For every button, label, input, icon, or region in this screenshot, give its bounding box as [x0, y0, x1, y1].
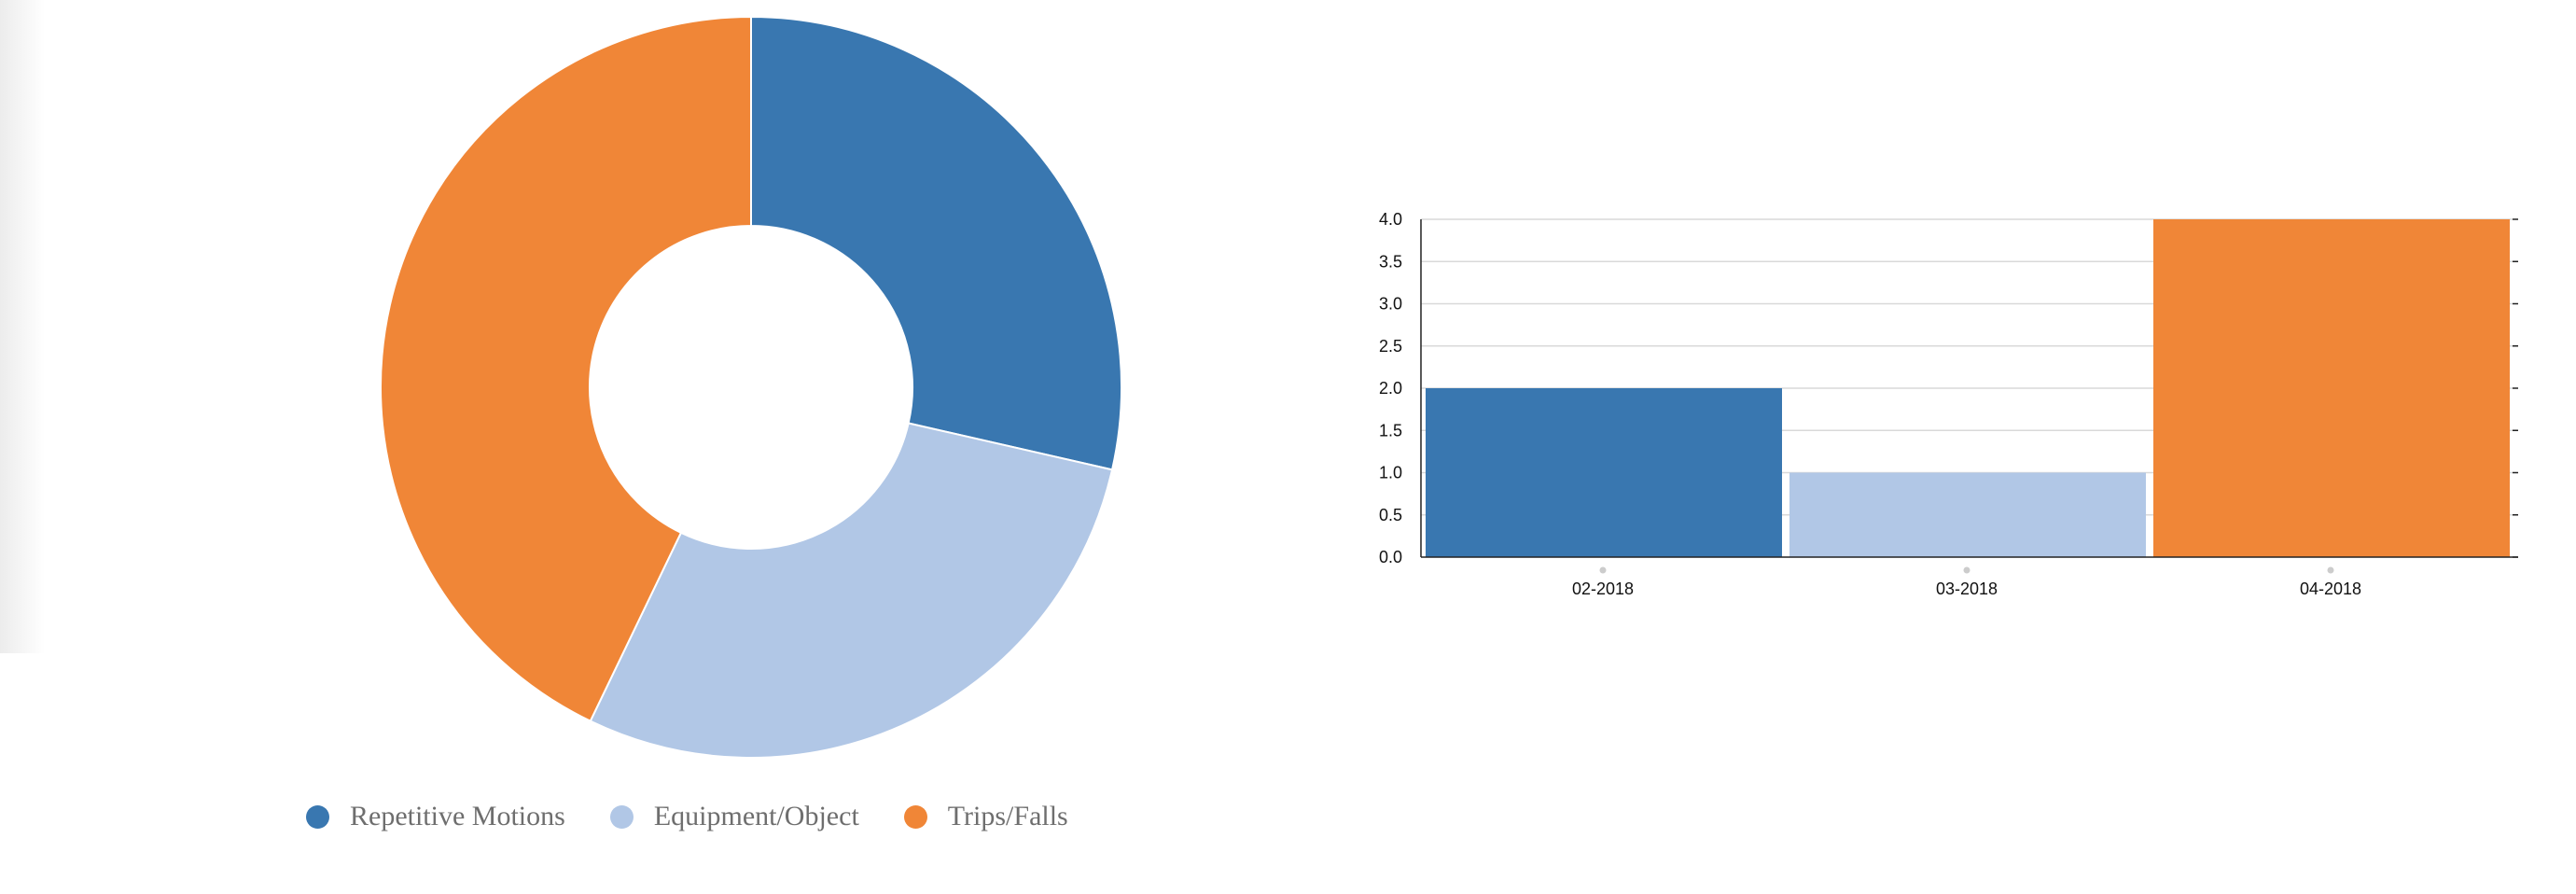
y-tick-label: 4.0	[1379, 210, 1402, 229]
y-tick-label: 1.5	[1379, 421, 1402, 440]
bar-02-2018[interactable]	[1426, 388, 1782, 557]
bar-chart: 0.0 0.5 1.0 1.5 2.0 2.5 3.0 3.5 4.0 02-2018 03-201…	[1379, 210, 2518, 598]
legend-label: Repetitive Motions	[350, 801, 565, 831]
x-tick-marker	[2327, 566, 2334, 574]
donut-slice-equipment-object[interactable]	[589, 422, 1114, 759]
bar-03-2018[interactable]	[1789, 472, 2146, 558]
page-edge-shadow	[0, 0, 45, 653]
legend-dot-icon	[609, 804, 634, 829]
donut-slice-repetitive-motions[interactable]	[750, 15, 1122, 471]
y-tick-label: 2.5	[1379, 337, 1402, 356]
donut-legend: Repetitive Motions Equipment/Object Trip…	[306, 801, 1113, 832]
x-tick-label: 04-2018	[2300, 580, 2361, 598]
y-tick-label: 2.0	[1379, 379, 1402, 398]
y-tick-label: 3.5	[1379, 252, 1402, 271]
y-tick-label: 0.5	[1379, 506, 1402, 524]
donut-chart	[380, 15, 1122, 759]
bar-04-2018[interactable]	[2153, 219, 2510, 557]
x-tick-label: 03-2018	[1936, 580, 1998, 598]
legend-label: Equipment/Object	[653, 801, 859, 831]
legend-item-trips-falls[interactable]: Trips/Falls	[903, 801, 1068, 832]
y-tick-label: 1.0	[1379, 464, 1402, 482]
y-tick-label: 3.0	[1379, 295, 1402, 314]
donut-slice-trips-falls[interactable]	[380, 15, 752, 723]
x-tick-marker	[1599, 566, 1607, 574]
x-tick-marker	[1963, 566, 1970, 574]
legend-dot-icon	[903, 804, 927, 829]
legend-label: Trips/Falls	[947, 801, 1068, 831]
legend-item-repetitive-motions[interactable]: Repetitive Motions	[306, 801, 565, 832]
legend-item-equipment-object[interactable]: Equipment/Object	[609, 801, 859, 832]
legend-dot-icon	[306, 804, 329, 829]
y-tick-label: 0.0	[1379, 548, 1402, 566]
x-tick-label: 02-2018	[1572, 580, 1634, 598]
